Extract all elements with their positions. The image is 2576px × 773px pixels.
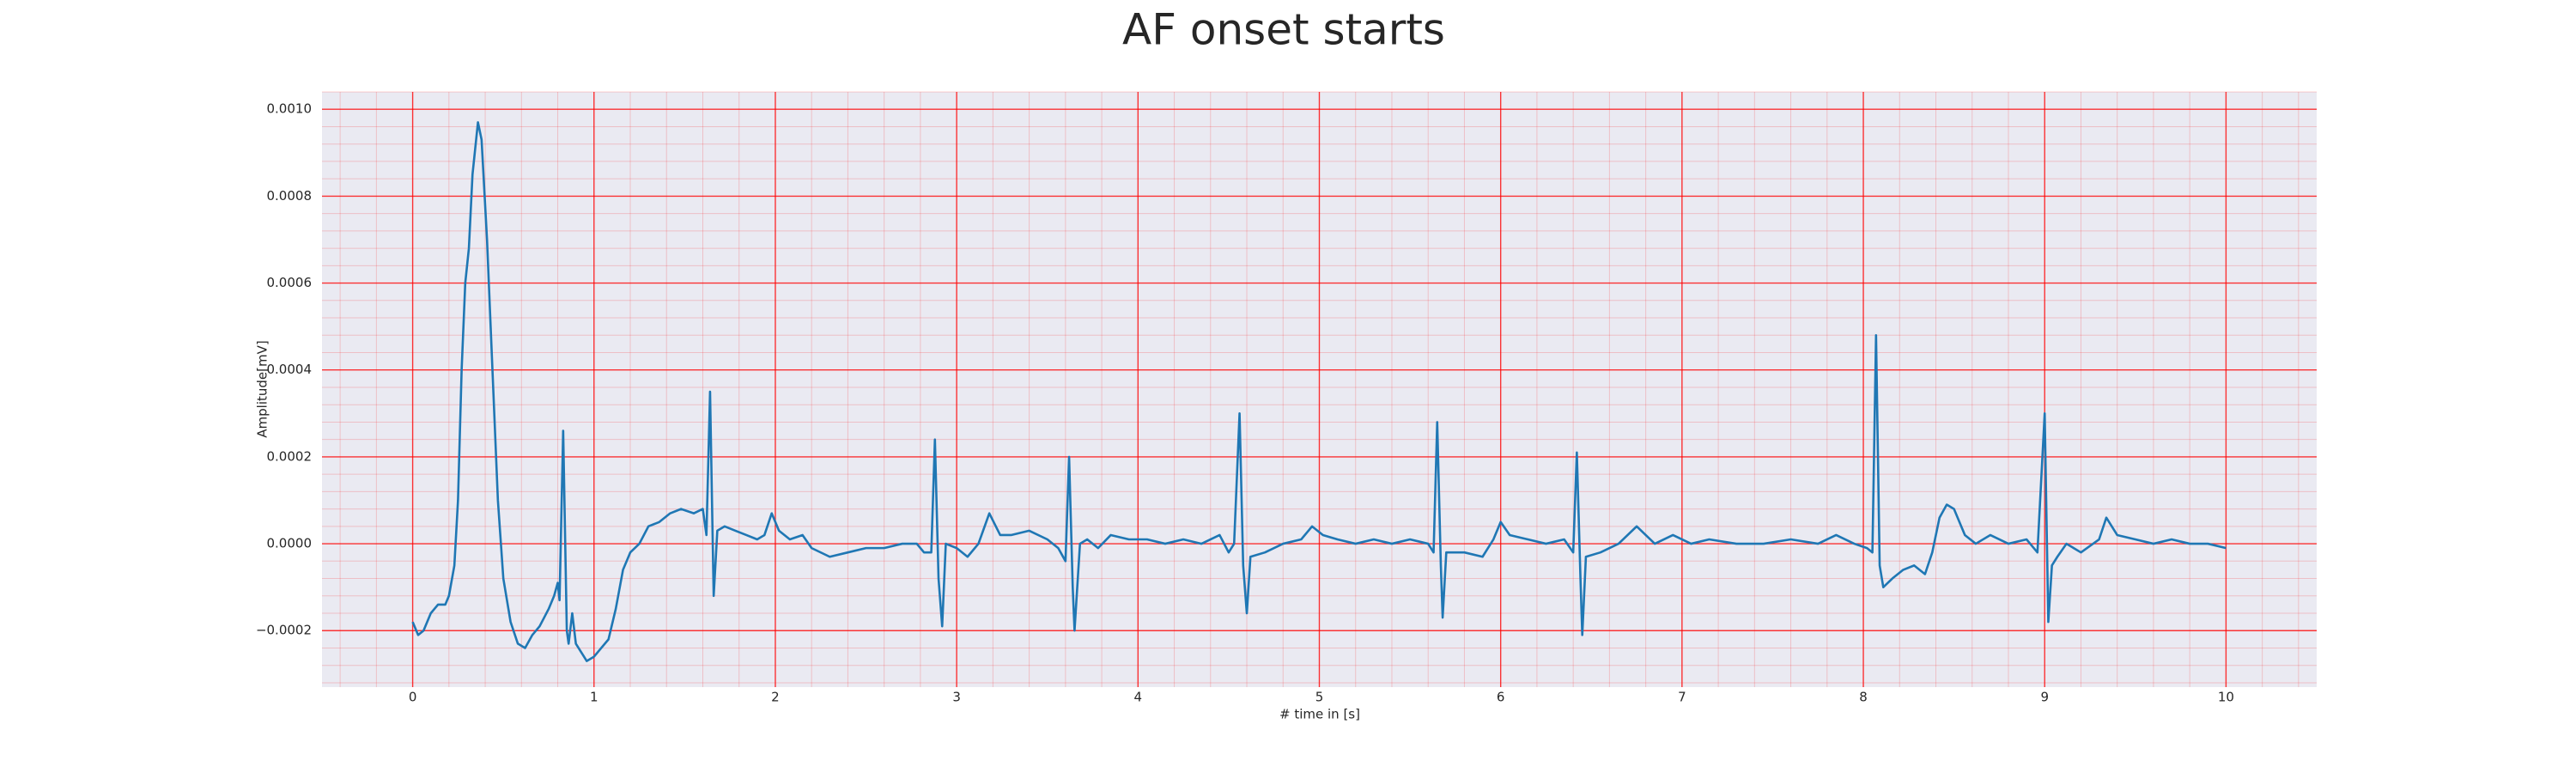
- x-tick-label: 6: [1497, 690, 1505, 705]
- x-tick-label: 0: [409, 690, 417, 705]
- y-tick-label: 0.0004: [267, 362, 313, 377]
- x-tick-label: 1: [590, 690, 598, 705]
- x-tick-label: 10: [2218, 690, 2234, 705]
- x-tick-label: 8: [1859, 690, 1868, 705]
- y-tick-label: 0.0002: [267, 448, 313, 464]
- y-tick-label: 0.0006: [267, 275, 313, 290]
- y-axis-label: Amplitude[mV]: [255, 340, 270, 437]
- y-tick-label: 0.0010: [267, 101, 313, 117]
- x-tick-label: 3: [952, 690, 961, 705]
- x-tick-label: 7: [1678, 690, 1686, 705]
- x-tick-label: 2: [771, 690, 780, 705]
- y-tick-label: 0.0000: [267, 536, 313, 551]
- x-tick-label: 5: [1315, 690, 1324, 705]
- x-axis-label: # time in [s]: [1279, 707, 1360, 722]
- x-tick-label: 4: [1134, 690, 1143, 705]
- y-tick-label: 0.0008: [267, 188, 313, 204]
- chart-title: AF onset starts: [1122, 5, 1445, 55]
- x-tick-label: 9: [2040, 690, 2049, 705]
- y-tick-label: −0.0002: [256, 623, 312, 638]
- signal-line: [411, 121, 2227, 662]
